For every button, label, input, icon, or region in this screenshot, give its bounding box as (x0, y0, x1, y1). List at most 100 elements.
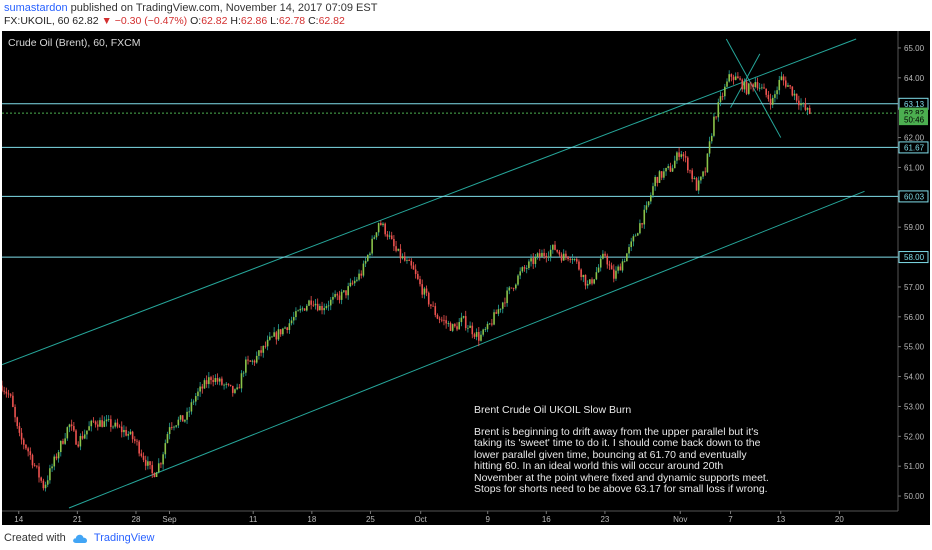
candle-body (208, 377, 210, 385)
x-tick-label: 14 (14, 515, 23, 524)
candle-body (467, 327, 469, 329)
published-text: published on TradingView.com, November 1… (70, 2, 378, 14)
candle-body (20, 432, 23, 440)
candle-body (619, 266, 622, 271)
price-label-box (898, 251, 929, 264)
candle-body (423, 288, 426, 295)
candle-body (508, 287, 511, 291)
candle-body (179, 415, 182, 420)
candle-body (610, 265, 613, 270)
candle-body (578, 261, 580, 270)
candle-body (682, 154, 685, 157)
level-price-label: 61.67 (898, 141, 929, 154)
candle-body (708, 141, 711, 154)
candle-body (123, 429, 125, 433)
candle-body (778, 79, 781, 91)
candle-body (86, 430, 88, 435)
candle-body (127, 434, 130, 436)
candle-body (484, 329, 487, 331)
candle-body (366, 255, 369, 261)
tradingview-link[interactable]: TradingView (93, 532, 155, 545)
candle-body (634, 235, 637, 237)
candle-body (700, 176, 702, 181)
x-tick-label: 20 (835, 515, 844, 524)
candle-body (412, 265, 415, 270)
candle-body (800, 103, 802, 106)
candle-body (140, 453, 143, 456)
candle-body (545, 255, 548, 258)
candle-body (105, 419, 108, 422)
candle-body (277, 329, 280, 340)
candle-body (504, 302, 506, 304)
candle-body (612, 269, 615, 279)
candle-body (695, 178, 698, 191)
candle-body (495, 312, 498, 314)
candle-body (447, 323, 450, 324)
open-label: O: (190, 15, 202, 27)
y-tick-label: 51.00 (904, 462, 925, 471)
candle-body (168, 427, 171, 435)
candle-body (565, 253, 567, 257)
candle-body (647, 201, 650, 206)
candle-body (434, 306, 437, 315)
price-label-text: 61.67 (904, 143, 925, 152)
candle-body (593, 279, 595, 284)
candle-body (556, 249, 558, 252)
candle-body (157, 463, 160, 473)
candle-body (782, 76, 785, 81)
price-chart[interactable]: 50.00 51.00 52.00 53.00 54.00 55.00 56.00 57.00… (2, 31, 930, 525)
candle-body (214, 378, 217, 383)
candle-body (499, 308, 502, 310)
candle-body (303, 308, 306, 311)
chart-area[interactable]: 50.00 51.00 52.00 53.00 54.00 55.00 56.00 57.00… (2, 31, 930, 525)
author-link[interactable]: sumastardon (4, 2, 68, 14)
candle-body (353, 280, 356, 284)
candle-body (597, 267, 600, 273)
y-tick-label: 61.00 (904, 163, 925, 172)
price-label-box (899, 114, 928, 126)
candle-body (262, 345, 265, 353)
chart-title: Crude Oil (Brent), 60, FXCM (8, 37, 141, 49)
candle-body (299, 308, 302, 311)
candle-body (530, 258, 532, 262)
candle-body (486, 323, 489, 330)
candle-body (606, 255, 609, 265)
candle-body (258, 350, 260, 356)
candle-body (221, 378, 223, 385)
candle-body (345, 290, 347, 296)
y-tick-label: 54.00 (904, 373, 925, 382)
candle-body (212, 380, 214, 383)
candle-body (769, 98, 772, 105)
candle-body (55, 456, 58, 459)
candle-body (512, 287, 515, 289)
candle-body (290, 320, 293, 324)
candle-body (319, 305, 321, 311)
candle-body (73, 426, 75, 431)
candle-body (279, 329, 282, 335)
price-change: ▼ −0.30 (−0.47%) (101, 15, 188, 27)
candle-body (192, 401, 195, 403)
candle-body (136, 440, 138, 442)
candle-body (332, 296, 334, 300)
x-tick-label: 28 (132, 515, 141, 524)
candle-body (94, 421, 97, 425)
candle-body (691, 170, 693, 179)
candle-body (580, 269, 582, 278)
candle-body (737, 76, 739, 79)
candle-body (728, 74, 730, 82)
candle-body (184, 419, 186, 422)
candle-body (436, 314, 439, 319)
candle-body (641, 223, 643, 225)
x-tick-label: 23 (600, 515, 609, 524)
candle-body (523, 267, 526, 269)
candle-body (473, 334, 476, 337)
candle-body (312, 304, 315, 306)
candle-body (756, 82, 759, 89)
candle-body (234, 389, 236, 393)
candle-body (231, 385, 234, 393)
candle-body (538, 253, 541, 257)
chart-annotation[interactable]: Brent Crude Oil UKOIL Slow Burn Brent is… (474, 404, 774, 496)
candle-body (390, 235, 393, 240)
candle-body (604, 253, 606, 256)
low-label: L: (270, 15, 279, 27)
